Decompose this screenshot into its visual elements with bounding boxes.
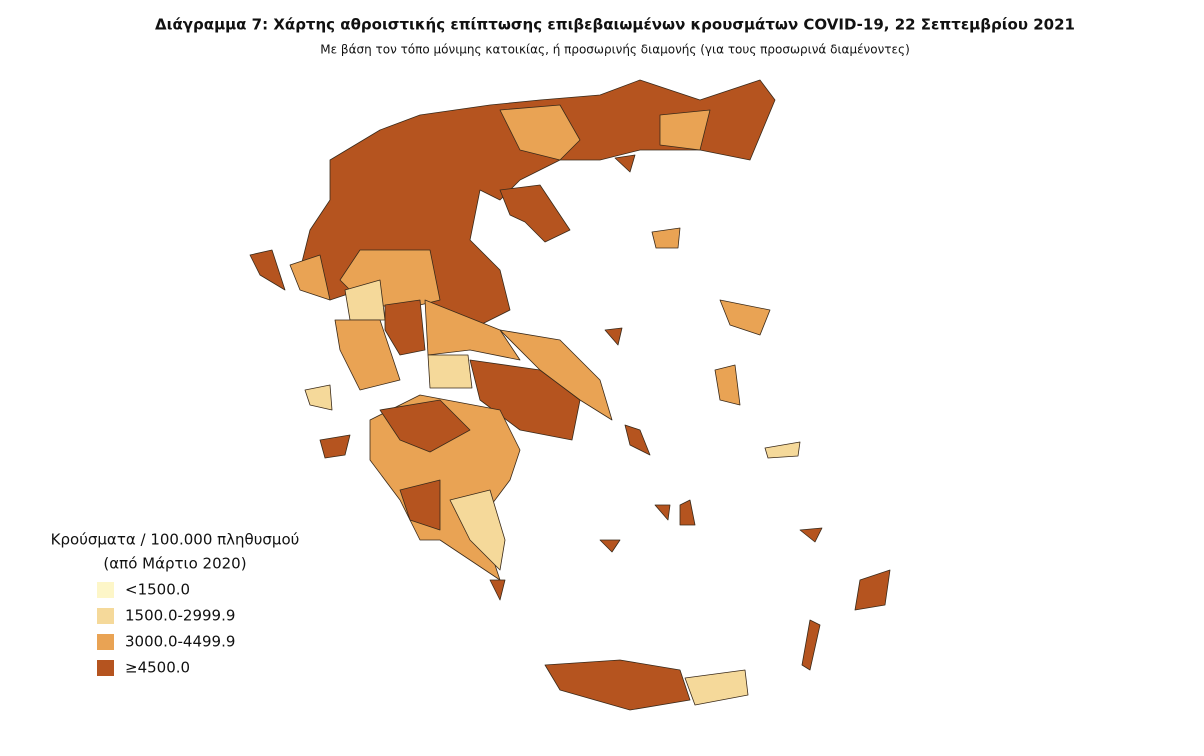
greece-regions: [249, 79, 891, 711]
legend-label: 3000.0-4499.9: [125, 633, 235, 651]
legend-swatch: [97, 582, 114, 598]
legend-label: ≥4500.0: [125, 659, 190, 677]
legend-title: Κρούσματα / 100.000 πληθυσμού: [51, 531, 300, 549]
title: Διάγραμμα 7: Χάρτης αθροιστικής επίπτωση…: [155, 16, 1075, 34]
legend-title: (από Μάρτιο 2020): [103, 555, 246, 573]
legend-swatch: [97, 608, 114, 624]
legend-swatch: [97, 634, 114, 650]
legend-swatch: [97, 660, 114, 676]
legend-label: 1500.0-2999.9: [125, 607, 235, 625]
legend-label: <1500.0: [125, 581, 190, 599]
subtitle: Με βάση τον τόπο μόνιμης κατοικίας, ή πρ…: [320, 43, 910, 57]
